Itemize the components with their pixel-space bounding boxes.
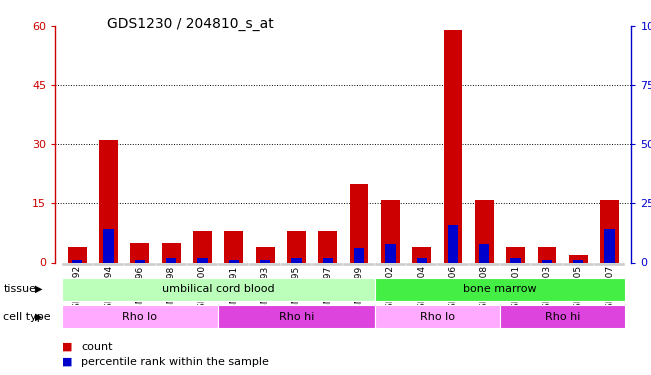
Bar — [260, 260, 270, 262]
Bar — [156, 262, 187, 266]
Bar — [500, 262, 531, 266]
Bar — [287, 231, 306, 262]
Bar — [62, 305, 218, 328]
Bar — [604, 230, 615, 262]
Bar — [448, 225, 458, 262]
Bar — [406, 262, 437, 266]
Bar — [594, 262, 625, 266]
Text: percentile rank within the sample: percentile rank within the sample — [81, 357, 270, 367]
Bar — [381, 200, 400, 262]
Text: ▶: ▶ — [35, 312, 43, 321]
Text: Rho lo: Rho lo — [122, 312, 158, 321]
Bar — [162, 243, 180, 262]
Bar — [166, 258, 176, 262]
Bar — [291, 258, 301, 262]
Bar — [187, 262, 218, 266]
Bar — [350, 184, 368, 262]
Bar — [135, 260, 145, 262]
Text: bone marrow: bone marrow — [463, 284, 537, 294]
Bar — [506, 247, 525, 262]
Bar — [68, 247, 87, 262]
Bar — [475, 200, 493, 262]
Bar — [281, 262, 312, 266]
Bar — [62, 262, 93, 266]
Bar — [318, 231, 337, 262]
Text: Rho hi: Rho hi — [545, 312, 580, 321]
Bar — [479, 244, 490, 262]
Bar — [197, 258, 208, 262]
Bar — [443, 30, 462, 262]
Text: Rho hi: Rho hi — [279, 312, 314, 321]
Bar — [93, 262, 124, 266]
Bar — [562, 262, 594, 266]
Bar — [375, 305, 500, 328]
Text: ▶: ▶ — [35, 284, 43, 294]
Bar — [510, 258, 521, 262]
Text: cell type: cell type — [3, 312, 51, 321]
Bar — [312, 262, 344, 266]
Bar — [600, 200, 619, 262]
Text: count: count — [81, 342, 113, 352]
Bar — [354, 248, 364, 262]
Bar — [375, 262, 406, 266]
Bar — [72, 260, 83, 262]
Text: ■: ■ — [62, 342, 72, 352]
Bar — [99, 140, 118, 262]
Bar — [469, 262, 500, 266]
Bar — [249, 262, 281, 266]
Bar — [412, 247, 431, 262]
Text: ■: ■ — [62, 357, 72, 367]
Bar — [104, 230, 114, 262]
Bar — [538, 247, 557, 262]
Bar — [500, 305, 625, 328]
Bar — [130, 243, 149, 262]
Bar — [225, 231, 243, 262]
Text: tissue: tissue — [3, 284, 36, 294]
Text: Rho lo: Rho lo — [420, 312, 455, 321]
Bar — [124, 262, 156, 266]
Bar — [569, 255, 588, 262]
Bar — [417, 258, 427, 262]
Bar — [531, 262, 562, 266]
Bar — [323, 258, 333, 262]
Bar — [375, 278, 625, 301]
Bar — [385, 244, 396, 262]
Bar — [218, 305, 375, 328]
Text: GDS1230 / 204810_s_at: GDS1230 / 204810_s_at — [107, 17, 274, 31]
Bar — [218, 262, 249, 266]
Bar — [542, 260, 552, 262]
Bar — [62, 278, 375, 301]
Bar — [256, 247, 275, 262]
Bar — [193, 231, 212, 262]
Text: umbilical cord blood: umbilical cord blood — [162, 284, 275, 294]
Bar — [437, 262, 469, 266]
Bar — [229, 260, 239, 262]
Bar — [344, 262, 375, 266]
Bar — [573, 260, 583, 262]
